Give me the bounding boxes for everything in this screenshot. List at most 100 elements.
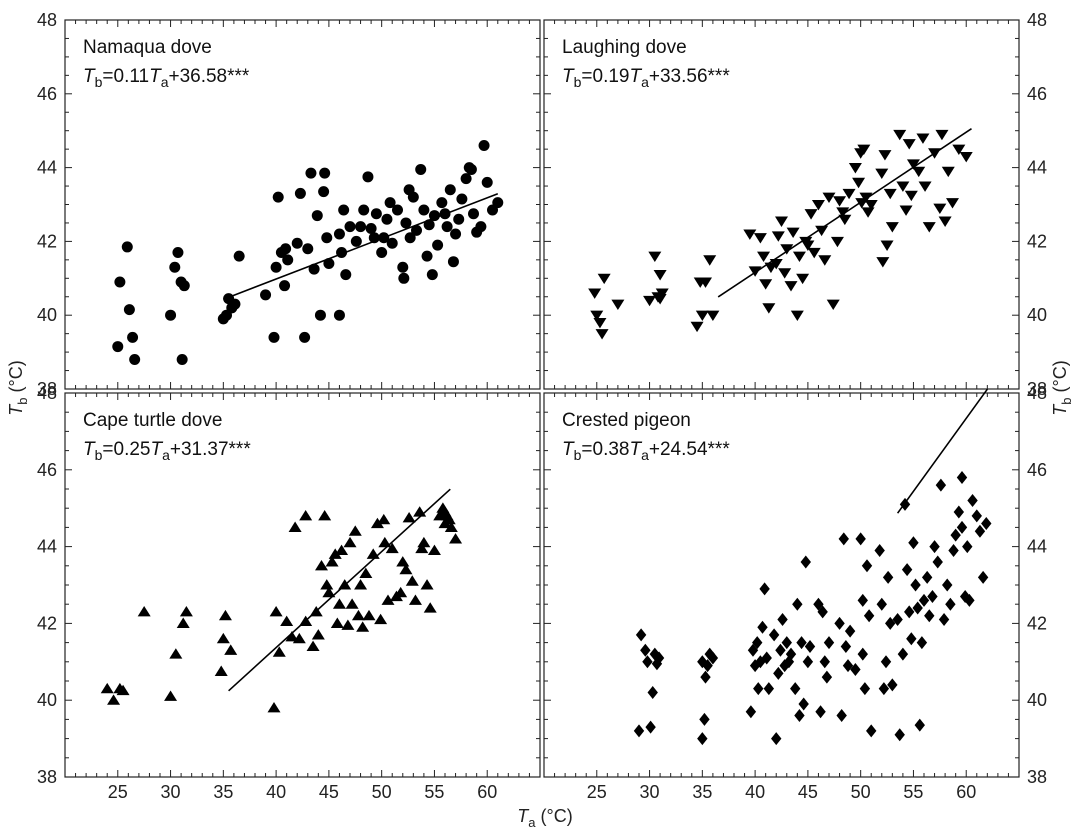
data-point [822,192,836,203]
data-point [432,239,444,251]
data-point [647,686,658,700]
data-point [811,199,825,211]
data-point [116,684,130,696]
data-point [308,263,320,275]
data-point [450,228,462,240]
data-point [899,497,911,511]
data-point [778,268,792,279]
data-point [478,139,490,151]
data-point [901,563,913,577]
data-point [299,510,313,521]
data-point [953,505,965,519]
data-point [306,640,320,651]
data-point [964,593,975,607]
data-point [695,310,709,322]
data-point [904,190,918,202]
data-point [649,647,661,661]
data-point [875,168,889,179]
data-point [408,594,422,605]
data-point [757,251,771,263]
data-point [376,246,388,258]
data-point [796,273,810,285]
data-point [421,250,433,262]
data-point [699,712,710,726]
data-point [426,269,438,281]
data-point [322,586,336,598]
data-point [423,602,437,613]
data-point [762,303,776,314]
y-axis-label-left: Tb (°C) [6,360,30,415]
data-point [282,254,294,266]
data-point [700,670,711,684]
data-point [927,590,938,604]
data-point [857,144,871,155]
data-point [438,506,452,517]
data-point [916,133,930,144]
data-point [381,594,395,605]
data-point [648,251,662,263]
data-point [381,213,393,225]
data-point [396,556,410,567]
data-point [653,270,667,281]
data-point [838,214,852,226]
data-point [785,647,797,661]
data-point [748,266,762,277]
data-point [399,563,413,575]
data-point [804,639,816,653]
data-point [411,224,422,236]
data-point [374,613,388,625]
data-point [902,139,916,150]
data-point [377,513,391,525]
data-point [260,289,272,301]
data-point [784,281,798,292]
data-point [415,163,427,175]
data-point [427,544,441,555]
data-point [771,231,785,242]
data-point [941,166,955,178]
data-point [285,630,299,642]
data-point [830,236,844,248]
panel-title: Laughing dove [562,37,687,58]
panel-title: Namaqua dove [83,37,212,58]
data-point [340,269,352,281]
data-point [942,578,953,592]
x-tick-label: 45 [798,782,818,802]
data-point [697,732,708,746]
data-point [362,609,376,621]
y-tick-label: 42 [37,613,57,633]
data-point [653,651,665,665]
data-point [447,256,459,268]
data-point [292,632,306,644]
data-point [948,543,959,557]
data-point [887,678,898,692]
data-point [933,203,947,215]
y-tick-label: 42 [37,231,57,251]
data-point [844,624,856,638]
x-tick-label: 25 [587,782,607,802]
regression-equation: Tb=0.25Ta+31.37*** [83,439,251,463]
data-point [475,221,487,233]
data-point [299,615,313,627]
data-point [956,470,968,484]
data-point [356,621,370,632]
panel-1: 38 40 42 44 46 48 Laughing dove Tb=0.19Ta+33.56… [543,10,1047,399]
data-point [214,665,228,676]
y-axis-label-right: Tb (°C) [1050,360,1074,415]
data-point [280,243,292,255]
data-point [294,187,306,199]
data-point [775,643,786,657]
data-point [801,240,815,251]
data-point [338,204,350,216]
data-point [291,237,303,249]
data-point [348,525,362,536]
data-point [929,540,940,554]
data-point [703,255,717,266]
data-point [773,666,784,680]
data-point [945,597,956,611]
data-point [418,204,430,216]
data-point [892,613,903,627]
data-point [165,309,177,321]
fit-line [228,488,451,692]
data-point [442,513,456,525]
fit-line [223,193,499,301]
